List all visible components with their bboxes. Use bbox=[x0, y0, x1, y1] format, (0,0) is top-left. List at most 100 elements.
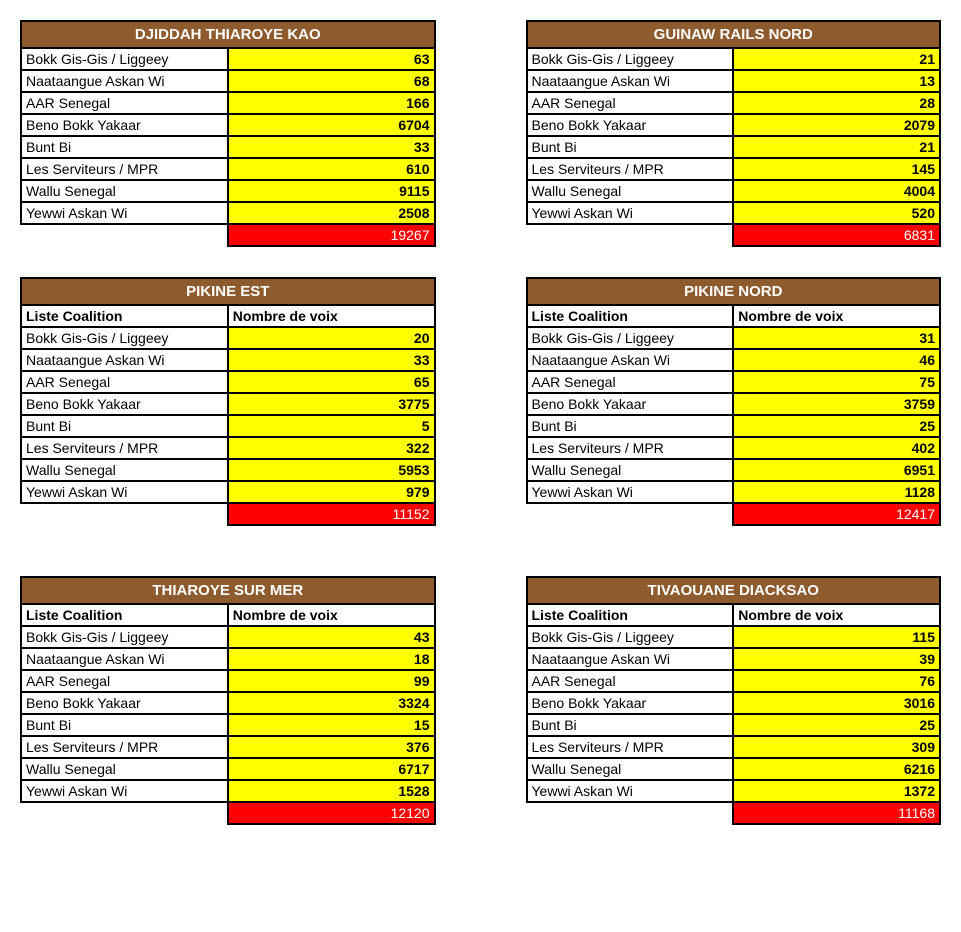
total-votes: 11152 bbox=[228, 503, 435, 525]
coalition-name: Yewwi Askan Wi bbox=[527, 481, 734, 503]
table-row: Bunt Bi33 bbox=[21, 136, 435, 158]
table-row: Beno Bokk Yakaar6704 bbox=[21, 114, 435, 136]
vote-count: 6216 bbox=[733, 758, 940, 780]
coalition-name: Wallu Senegal bbox=[21, 459, 228, 481]
table-row: Bunt Bi21 bbox=[527, 136, 941, 158]
coalition-name: Wallu Senegal bbox=[21, 758, 228, 780]
coalition-name: Les Serviteurs / MPR bbox=[21, 158, 228, 180]
vote-count: 39 bbox=[733, 648, 940, 670]
table-row: Bokk Gis-Gis / Liggeey31 bbox=[527, 327, 941, 349]
coalition-name: Les Serviteurs / MPR bbox=[527, 158, 734, 180]
table-row: Bokk Gis-Gis / Liggeey21 bbox=[527, 48, 941, 70]
vote-count: 1128 bbox=[733, 481, 940, 503]
vote-count: 2508 bbox=[228, 202, 435, 224]
table-row: Wallu Senegal9115 bbox=[21, 180, 435, 202]
total-votes: 12417 bbox=[733, 503, 940, 525]
vote-count: 63 bbox=[228, 48, 435, 70]
coalition-name: Naataangue Askan Wi bbox=[527, 648, 734, 670]
coalition-name: Naataangue Askan Wi bbox=[527, 70, 734, 92]
table-row: Beno Bokk Yakaar2079 bbox=[527, 114, 941, 136]
table-row: Bunt Bi25 bbox=[527, 714, 941, 736]
table-title: GUINAW RAILS NORD bbox=[527, 21, 941, 48]
table-row: Beno Bokk Yakaar3759 bbox=[527, 393, 941, 415]
coalition-name: AAR Senegal bbox=[21, 670, 228, 692]
vote-count: 76 bbox=[733, 670, 940, 692]
vote-count: 322 bbox=[228, 437, 435, 459]
vote-count: 21 bbox=[733, 48, 940, 70]
coalition-name: Naataangue Askan Wi bbox=[21, 349, 228, 371]
table-row: Les Serviteurs / MPR610 bbox=[21, 158, 435, 180]
vote-count: 3775 bbox=[228, 393, 435, 415]
vote-count: 21 bbox=[733, 136, 940, 158]
table-row: Bunt Bi25 bbox=[527, 415, 941, 437]
coalition-name: Beno Bokk Yakaar bbox=[527, 114, 734, 136]
total-spacer bbox=[21, 503, 228, 525]
results-table: GUINAW RAILS NORDBokk Gis-Gis / Liggeey2… bbox=[526, 20, 942, 247]
table-row: Beno Bokk Yakaar3775 bbox=[21, 393, 435, 415]
column-header-votes: Nombre de voix bbox=[228, 604, 435, 626]
table-row: Yewwi Askan Wi1128 bbox=[527, 481, 941, 503]
coalition-name: Yewwi Askan Wi bbox=[21, 202, 228, 224]
vote-count: 25 bbox=[733, 415, 940, 437]
vote-count: 20 bbox=[228, 327, 435, 349]
column-header-coalition: Liste Coalition bbox=[21, 604, 228, 626]
vote-count: 1528 bbox=[228, 780, 435, 802]
vote-count: 3016 bbox=[733, 692, 940, 714]
vote-count: 15 bbox=[228, 714, 435, 736]
coalition-name: Yewwi Askan Wi bbox=[527, 202, 734, 224]
column-header-votes: Nombre de voix bbox=[733, 604, 940, 626]
results-table: DJIDDAH THIAROYE KAOBokk Gis-Gis / Ligge… bbox=[20, 20, 436, 247]
coalition-name: AAR Senegal bbox=[21, 92, 228, 114]
total-votes: 11168 bbox=[733, 802, 940, 824]
vote-count: 3324 bbox=[228, 692, 435, 714]
total-votes: 19267 bbox=[228, 224, 435, 246]
total-votes: 6831 bbox=[733, 224, 940, 246]
vote-count: 115 bbox=[733, 626, 940, 648]
coalition-name: Les Serviteurs / MPR bbox=[21, 736, 228, 758]
vote-count: 309 bbox=[733, 736, 940, 758]
vote-count: 145 bbox=[733, 158, 940, 180]
table-row: AAR Senegal65 bbox=[21, 371, 435, 393]
table-row: AAR Senegal75 bbox=[527, 371, 941, 393]
vote-count: 65 bbox=[228, 371, 435, 393]
coalition-name: Bokk Gis-Gis / Liggeey bbox=[527, 327, 734, 349]
results-table: THIAROYE SUR MERListe CoalitionNombre de… bbox=[20, 576, 436, 825]
coalition-name: Naataangue Askan Wi bbox=[21, 70, 228, 92]
coalition-name: Beno Bokk Yakaar bbox=[527, 692, 734, 714]
vote-count: 6951 bbox=[733, 459, 940, 481]
coalition-name: Wallu Senegal bbox=[21, 180, 228, 202]
table-row: Yewwi Askan Wi2508 bbox=[21, 202, 435, 224]
vote-count: 2079 bbox=[733, 114, 940, 136]
coalition-name: Yewwi Askan Wi bbox=[21, 481, 228, 503]
table-row: Bokk Gis-Gis / Liggeey63 bbox=[21, 48, 435, 70]
table-row: Bokk Gis-Gis / Liggeey43 bbox=[21, 626, 435, 648]
results-grid: DJIDDAH THIAROYE KAOBokk Gis-Gis / Ligge… bbox=[20, 20, 941, 825]
vote-count: 5953 bbox=[228, 459, 435, 481]
vote-count: 25 bbox=[733, 714, 940, 736]
coalition-name: Wallu Senegal bbox=[527, 459, 734, 481]
vote-count: 75 bbox=[733, 371, 940, 393]
results-table: PIKINE NORDListe CoalitionNombre de voix… bbox=[526, 277, 942, 526]
table-row: Bunt Bi15 bbox=[21, 714, 435, 736]
coalition-name: Bokk Gis-Gis / Liggeey bbox=[21, 626, 228, 648]
coalition-name: Yewwi Askan Wi bbox=[21, 780, 228, 802]
vote-count: 99 bbox=[228, 670, 435, 692]
table-row: Bokk Gis-Gis / Liggeey20 bbox=[21, 327, 435, 349]
table-row: Wallu Senegal4004 bbox=[527, 180, 941, 202]
table-row: Yewwi Askan Wi520 bbox=[527, 202, 941, 224]
vote-count: 33 bbox=[228, 349, 435, 371]
table-row: Wallu Senegal6717 bbox=[21, 758, 435, 780]
table-row: Naataangue Askan Wi33 bbox=[21, 349, 435, 371]
results-table: PIKINE ESTListe CoalitionNombre de voixB… bbox=[20, 277, 436, 526]
coalition-name: AAR Senegal bbox=[21, 371, 228, 393]
column-header-coalition: Liste Coalition bbox=[527, 604, 734, 626]
vote-count: 4004 bbox=[733, 180, 940, 202]
coalition-name: Les Serviteurs / MPR bbox=[527, 736, 734, 758]
table-row: Beno Bokk Yakaar3324 bbox=[21, 692, 435, 714]
vote-count: 6704 bbox=[228, 114, 435, 136]
coalition-name: Bunt Bi bbox=[21, 415, 228, 437]
table-title: PIKINE NORD bbox=[527, 278, 941, 305]
vote-count: 18 bbox=[228, 648, 435, 670]
table-row: AAR Senegal99 bbox=[21, 670, 435, 692]
coalition-name: Naataangue Askan Wi bbox=[527, 349, 734, 371]
